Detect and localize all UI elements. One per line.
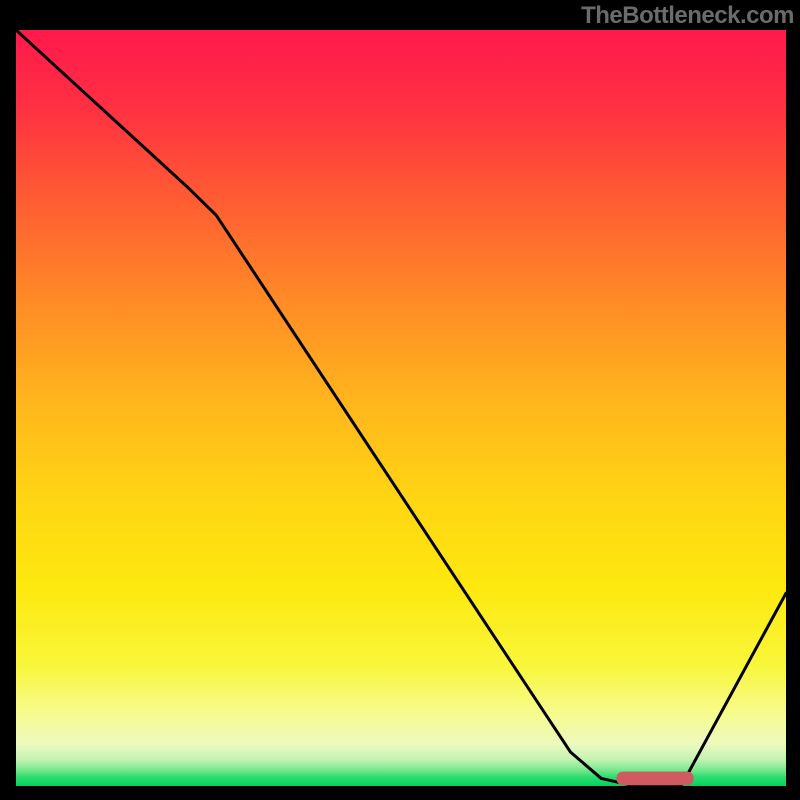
- plot-area: [16, 30, 786, 786]
- gradient-background: [16, 30, 786, 786]
- chart-svg: [16, 30, 786, 786]
- valley-marker: [617, 772, 694, 786]
- watermark-text: TheBottleneck.com: [581, 2, 794, 30]
- chart-container: TheBottleneck.com: [0, 0, 800, 800]
